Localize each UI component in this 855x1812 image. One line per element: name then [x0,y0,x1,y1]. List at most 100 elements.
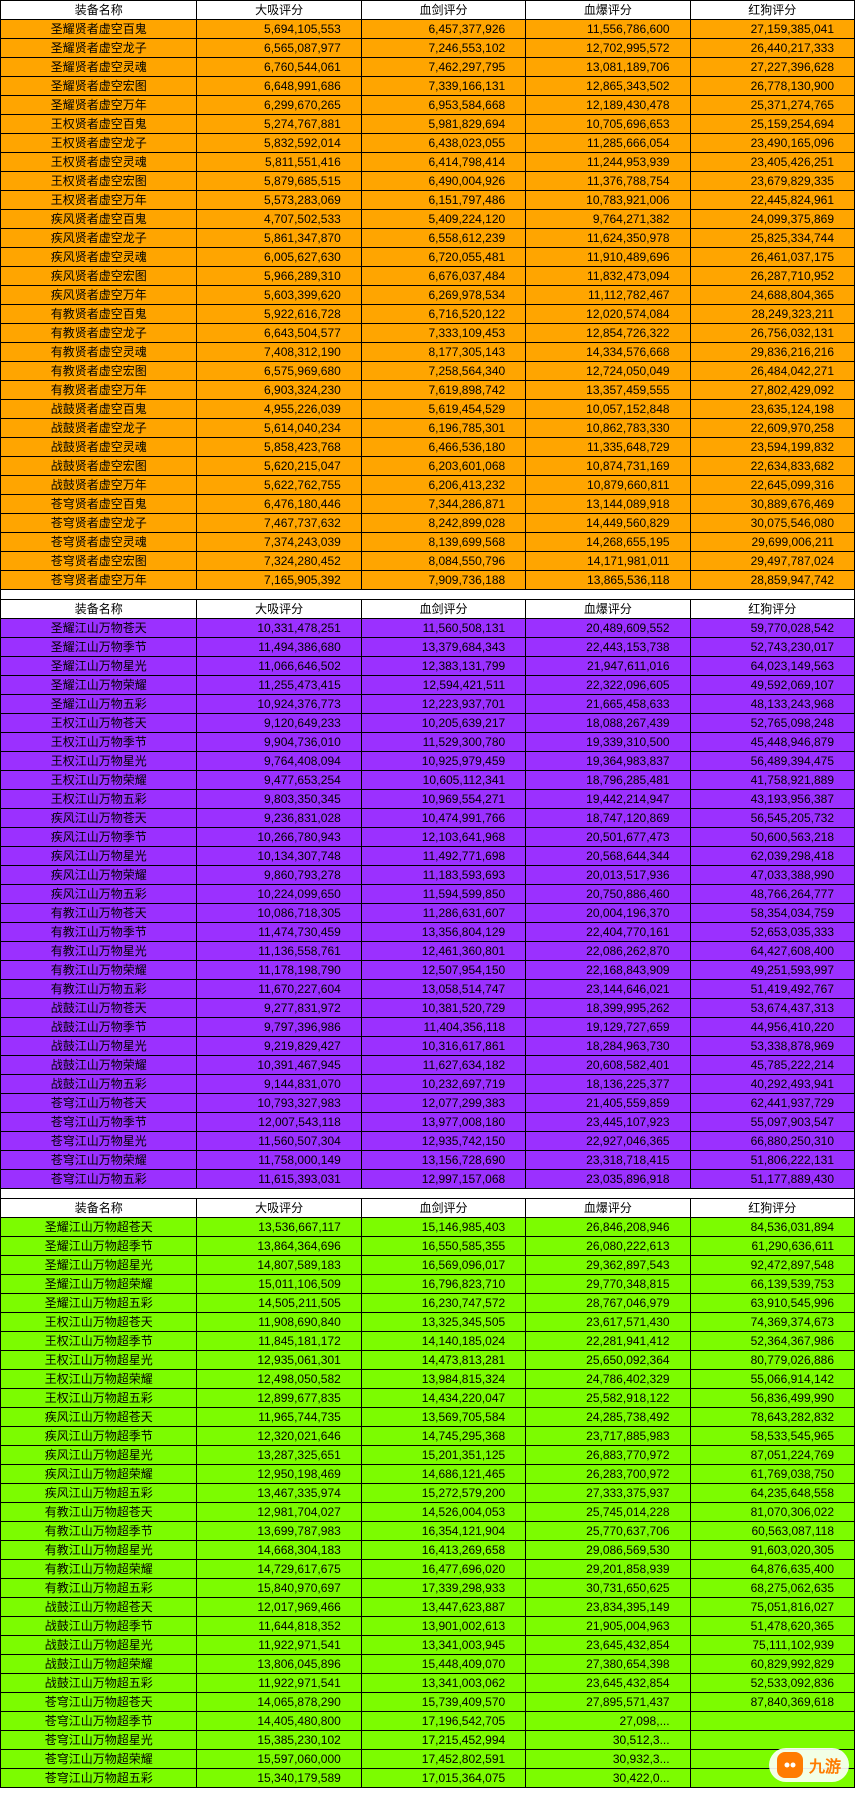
cell-value: 11,758,000,149 [197,1151,361,1170]
cell-value: 29,699,006,211 [690,533,854,552]
cell-value: 13,536,667,117 [197,1218,361,1237]
cell-name: 圣耀江山万物荣耀 [1,676,197,695]
cell-value: 5,981,829,694 [361,115,525,134]
cell-value: 56,836,499,990 [690,1389,854,1408]
cell-value: 7,333,109,453 [361,324,525,343]
cell-value: 13,379,684,343 [361,638,525,657]
cell-name: 战鼓江山万物超季节 [1,1617,197,1636]
cell-value: 9,797,396,986 [197,1018,361,1037]
cell-value: 53,338,878,969 [690,1037,854,1056]
cell-name: 疾风江山万物苍天 [1,809,197,828]
table-row: 有教贤者虚空百鬼5,922,616,7286,716,520,12212,020… [1,305,855,324]
cell-value: 6,203,601,068 [361,457,525,476]
cell-value: 27,098,... [526,1712,690,1731]
table-row: 圣耀江山万物超季节13,864,364,69616,550,585,35526,… [1,1237,855,1256]
cell-value: 6,490,004,926 [361,172,525,191]
cell-value: 17,196,542,705 [361,1712,525,1731]
cell-value: 6,269,978,534 [361,286,525,305]
cell-value: 7,339,166,131 [361,77,525,96]
cell-value: 43,193,956,387 [690,790,854,809]
cell-value: 11,244,953,939 [526,153,690,172]
cell-value: 6,466,536,180 [361,438,525,457]
cell-name: 圣耀贤者虚空百鬼 [1,20,197,39]
cell-name: 有教江山万物超季节 [1,1522,197,1541]
cell-value: 12,223,937,701 [361,695,525,714]
cell-value: 27,895,571,437 [526,1693,690,1712]
table-row: 圣耀江山万物超五彩14,505,211,50516,230,747,57228,… [1,1294,855,1313]
table-row: 有教江山万物超季节13,699,787,98316,354,121,90425,… [1,1522,855,1541]
cell-name: 王权贤者虚空灵魂 [1,153,197,172]
cell-name: 苍穹江山万物超荣耀 [1,1750,197,1769]
cell-value: 27,159,385,041 [690,20,854,39]
cell-value: 6,720,055,481 [361,248,525,267]
cell-name: 有教江山万物五彩 [1,980,197,999]
cell-name: 苍穹江山万物星光 [1,1132,197,1151]
cell-value: 13,356,804,129 [361,923,525,942]
table-row: 战鼓江山万物超季节11,644,818,35213,901,002,61321,… [1,1617,855,1636]
cell-name: 王权江山万物超季节 [1,1332,197,1351]
cell-name: 战鼓贤者虚空宏图 [1,457,197,476]
cell-value: 26,846,208,946 [526,1218,690,1237]
cell-value: 11,670,227,604 [197,980,361,999]
cell-name: 王权江山万物超星光 [1,1351,197,1370]
table-row: 疾风贤者虚空万年5,603,399,6206,269,978,53411,112… [1,286,855,305]
cell-value: 11,494,386,680 [197,638,361,657]
cell-value: 10,266,780,943 [197,828,361,847]
cell-value: 5,622,762,755 [197,476,361,495]
table-row: 疾风贤者虚空百鬼4,707,502,5335,409,224,1209,764,… [1,210,855,229]
cell-value: 56,489,394,475 [690,752,854,771]
cell-value: 80,779,026,886 [690,1351,854,1370]
cell-value: 5,573,283,069 [197,191,361,210]
cell-value: 18,088,267,439 [526,714,690,733]
table-row: 苍穹江山万物星光11,560,507,30412,935,742,15022,9… [1,1132,855,1151]
cell-name: 战鼓江山万物苍天 [1,999,197,1018]
table-row: 疾风江山万物星光10,134,307,74811,492,771,69820,5… [1,847,855,866]
cell-value: 12,017,969,466 [197,1598,361,1617]
cell-name: 王权江山万物超荣耀 [1,1370,197,1389]
cell-value: 49,592,069,107 [690,676,854,695]
cell-name: 苍穹江山万物季节 [1,1113,197,1132]
cell-name: 王权贤者虚空龙子 [1,134,197,153]
table-row: 王权江山万物星光9,764,408,09410,925,979,45919,36… [1,752,855,771]
cell-value: 7,165,905,392 [197,571,361,590]
table-row: 圣耀江山万物超星光14,807,589,18316,569,096,01729,… [1,1256,855,1275]
cell-value: 52,765,098,248 [690,714,854,733]
cell-value: 13,325,345,505 [361,1313,525,1332]
table-row: 战鼓贤者虚空龙子5,614,040,2346,196,785,30110,862… [1,419,855,438]
table-row: 疾风江山万物超季节12,320,021,64614,745,295,36823,… [1,1427,855,1446]
cell-value: 9,120,649,233 [197,714,361,733]
cell-value: 18,284,963,730 [526,1037,690,1056]
cell-value: 8,177,305,143 [361,343,525,362]
cell-value: 26,440,217,333 [690,39,854,58]
cell-value: 21,665,458,633 [526,695,690,714]
cell-name: 王权江山万物星光 [1,752,197,771]
table-row: 王权江山万物超五彩12,899,677,83514,434,220,04725,… [1,1389,855,1408]
col-header: 大吸评分 [197,1199,361,1218]
cell-value: 25,650,092,364 [526,1351,690,1370]
cell-value: 16,550,585,355 [361,1237,525,1256]
cell-value: 10,232,697,719 [361,1075,525,1094]
cell-value: 5,694,105,553 [197,20,361,39]
cell-value: 23,645,432,854 [526,1636,690,1655]
cell-value: 26,883,770,972 [526,1446,690,1465]
cell-value: 5,409,224,120 [361,210,525,229]
cell-name: 战鼓贤者虚空万年 [1,476,197,495]
col-header: 血爆评分 [526,1199,690,1218]
table-row: 战鼓江山万物星光9,219,829,42710,316,617,86118,28… [1,1037,855,1056]
cell-value: 11,615,393,031 [197,1170,361,1189]
cell-value: 11,066,646,502 [197,657,361,676]
cell-value: 12,320,021,646 [197,1427,361,1446]
cell-value: 12,077,299,383 [361,1094,525,1113]
table-row: 王权江山万物超季节11,845,181,17214,140,185,02422,… [1,1332,855,1351]
cell-value: 62,441,937,729 [690,1094,854,1113]
table-row: 有教江山万物超荣耀14,729,617,67516,477,696,02029,… [1,1560,855,1579]
cell-name: 圣耀江山万物超苍天 [1,1218,197,1237]
cell-value: 7,344,286,871 [361,495,525,514]
cell-value: 6,476,180,446 [197,495,361,514]
cell-value: 87,051,224,769 [690,1446,854,1465]
cell-value: 19,129,727,659 [526,1018,690,1037]
cell-value: 10,879,660,811 [526,476,690,495]
cell-value: 9,904,736,010 [197,733,361,752]
cell-value: 45,448,946,879 [690,733,854,752]
table-row: 战鼓江山万物季节9,797,396,98611,404,356,11819,12… [1,1018,855,1037]
